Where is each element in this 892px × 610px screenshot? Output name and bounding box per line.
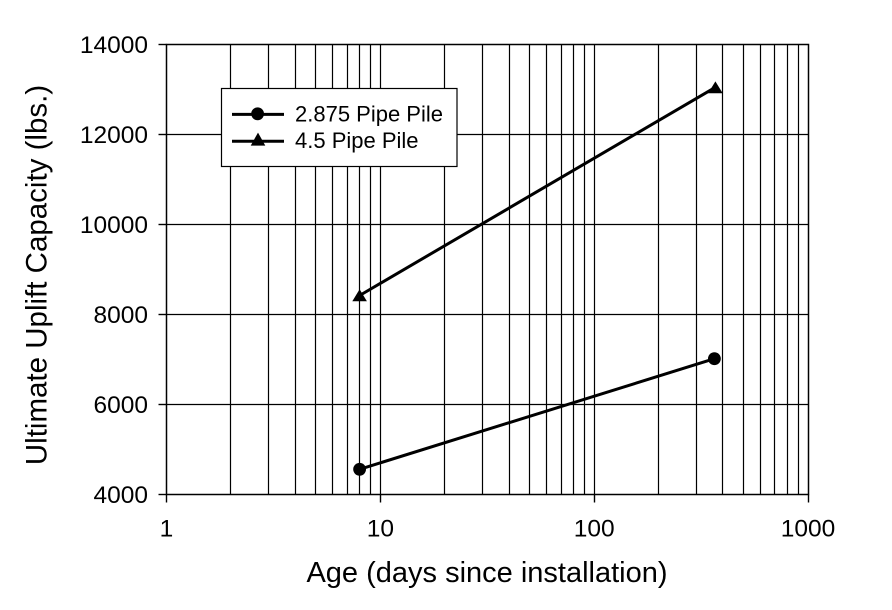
svg-text:1: 1: [160, 516, 174, 543]
svg-text:6000: 6000: [93, 392, 148, 419]
svg-text:10: 10: [367, 516, 394, 543]
svg-text:2.875 Pipe Pile: 2.875 Pipe Pile: [295, 101, 443, 126]
svg-text:1000: 1000: [781, 516, 836, 543]
svg-text:Age (days since installation): Age (days since installation): [306, 557, 667, 589]
svg-text:8000: 8000: [93, 302, 148, 329]
svg-text:10000: 10000: [80, 212, 148, 239]
svg-text:14000: 14000: [80, 32, 148, 59]
svg-text:Ultimate Uplift Capacity (lbs.: Ultimate Uplift Capacity (lbs.): [21, 85, 54, 465]
svg-text:12000: 12000: [80, 122, 148, 149]
svg-text:4.5 Pipe Pile: 4.5 Pipe Pile: [295, 128, 419, 153]
svg-text:100: 100: [574, 516, 615, 543]
svg-text:4000: 4000: [93, 482, 148, 509]
